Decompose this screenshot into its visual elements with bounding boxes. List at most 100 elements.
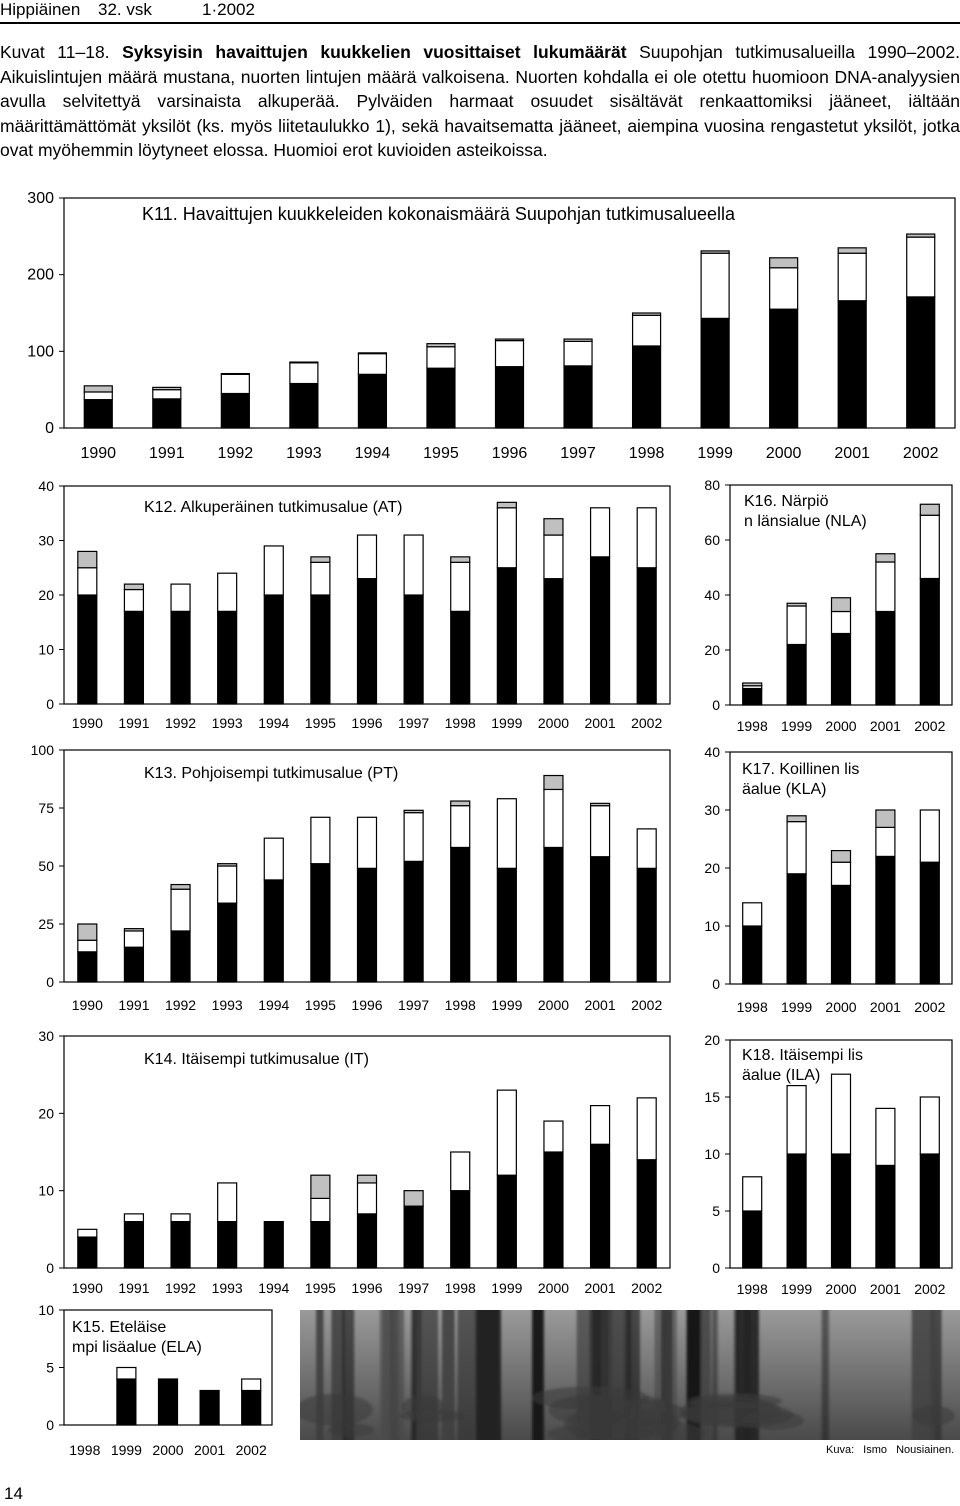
bar-unknown <box>426 343 456 348</box>
x-tick-label: 2001 <box>584 715 615 731</box>
bar-young <box>310 1197 331 1223</box>
y-tick-label: 10 <box>38 1183 54 1199</box>
bar-unknown <box>906 233 936 238</box>
chart-title: K13. Pohjoisempi tutkimusalue (PT) <box>144 765 398 782</box>
bar-young <box>356 816 378 869</box>
y-tick-label: 20 <box>704 1032 720 1048</box>
bar-young <box>636 828 657 869</box>
bar-young <box>403 812 424 862</box>
bar-unknown <box>543 774 564 791</box>
y-tick-label: 5 <box>46 1360 54 1376</box>
x-tick-label: 1998 <box>737 718 768 734</box>
y-tick-label: 30 <box>38 533 54 549</box>
x-tick-label: 2000 <box>766 445 802 462</box>
x-tick-label: 1992 <box>218 445 254 462</box>
x-tick-label: 1997 <box>560 445 596 462</box>
y-tick-label: 0 <box>712 697 720 713</box>
bar-young <box>263 545 284 596</box>
bar-young <box>742 902 763 927</box>
forest-photo <box>300 1310 960 1440</box>
bar-adults <box>123 946 145 983</box>
chart-k18: 0 5 10 15 20 K18. Itäisempi lis äalue (ILA) 199… <box>704 1032 953 1297</box>
x-tick-label: 2000 <box>538 997 569 1013</box>
bar-young <box>310 561 331 596</box>
y-tick-label: 15 <box>704 1089 720 1105</box>
x-tick-label: 1996 <box>351 1280 382 1296</box>
x-tick-label: 1998 <box>629 445 665 462</box>
bar-young <box>906 236 936 298</box>
x-tick-label: 2002 <box>631 997 662 1013</box>
y-tick-label: 10 <box>704 1146 720 1162</box>
y-tick-label: 0 <box>45 420 54 437</box>
bar-adults <box>426 367 456 429</box>
y-tick-label: 40 <box>704 744 720 760</box>
bar-young <box>786 605 807 646</box>
y-tick-label: 20 <box>38 587 54 603</box>
bar-adults <box>875 610 896 706</box>
bar-adults <box>77 1236 98 1269</box>
bar-young <box>217 865 238 904</box>
bar-adults <box>356 867 378 983</box>
bar-unknown <box>450 800 471 807</box>
bar-unknown <box>403 1190 424 1207</box>
bar-adults <box>543 1151 564 1269</box>
bar-young <box>220 373 250 395</box>
y-tick-label: 100 <box>31 742 55 758</box>
bar-adults <box>152 398 182 429</box>
bar-young <box>700 252 730 319</box>
x-tick-label: 1994 <box>355 445 391 462</box>
x-tick-label: 1999 <box>111 1442 142 1458</box>
bar-unknown <box>786 815 807 823</box>
bar-young <box>494 340 525 368</box>
x-tick-label: 1999 <box>491 1280 522 1296</box>
x-tick-label: 2002 <box>914 718 945 734</box>
y-tick-label: 200 <box>27 267 54 284</box>
bar-adults <box>494 366 525 429</box>
bar-adults <box>919 577 940 706</box>
bar-adults <box>769 308 799 429</box>
chart-title: K12. Alkuperäinen tutkimusalue (AT) <box>144 499 403 516</box>
bar-unknown <box>589 802 611 807</box>
bar-adults <box>631 345 662 429</box>
bar-adults <box>116 1378 137 1426</box>
x-tick-label: 1993 <box>286 445 322 462</box>
x-tick-label: 1993 <box>212 997 243 1013</box>
x-tick-label: 1991 <box>149 445 185 462</box>
bar-unknown <box>700 250 730 254</box>
x-tick-label: 1994 <box>258 715 289 731</box>
y-tick-label: 60 <box>704 532 720 548</box>
bar-adults <box>589 1143 611 1269</box>
bar-unknown <box>77 923 98 941</box>
x-tick-label: 2002 <box>631 715 662 731</box>
y-tick-label: 25 <box>38 916 54 932</box>
bar-unknown <box>123 928 145 932</box>
bar-young <box>786 1084 807 1155</box>
issue-label: 1·2002 <box>202 0 255 19</box>
y-tick-label: 20 <box>704 860 720 876</box>
bar-unknown <box>830 849 852 863</box>
bar-young <box>543 1120 564 1153</box>
bar-unknown <box>742 682 763 687</box>
y-tick-label: 40 <box>38 478 54 494</box>
bar-young <box>875 1107 896 1167</box>
bar-adults <box>875 1164 896 1269</box>
journal-name: Hippiäinen <box>0 0 81 19</box>
chart-title: K14. Itäisempi tutkimusalue (IT) <box>144 1051 369 1068</box>
bar-young <box>543 534 564 580</box>
bar-adults <box>919 1153 940 1269</box>
bar-adults <box>837 300 867 429</box>
bar-adults <box>157 1378 179 1426</box>
bar-young <box>589 1104 611 1145</box>
bar-adults <box>496 567 517 705</box>
photo-credit: Kuva: Ismo Nousiainen. <box>826 1444 955 1456</box>
bar-young <box>636 507 657 569</box>
x-tick-label: 1999 <box>491 997 522 1013</box>
bar-adults <box>217 1221 238 1269</box>
x-tick-label: 1996 <box>351 997 382 1013</box>
y-tick-label: 30 <box>38 1028 54 1044</box>
chart-k15: 0 5 10 K15. Eteläise mpi lisäalue (ELA) 1998 1… <box>38 1302 273 1458</box>
bar-young <box>123 930 145 948</box>
bar-adults <box>496 1174 517 1269</box>
bar-adults <box>786 643 807 706</box>
y-tick-label: 0 <box>46 1417 54 1433</box>
